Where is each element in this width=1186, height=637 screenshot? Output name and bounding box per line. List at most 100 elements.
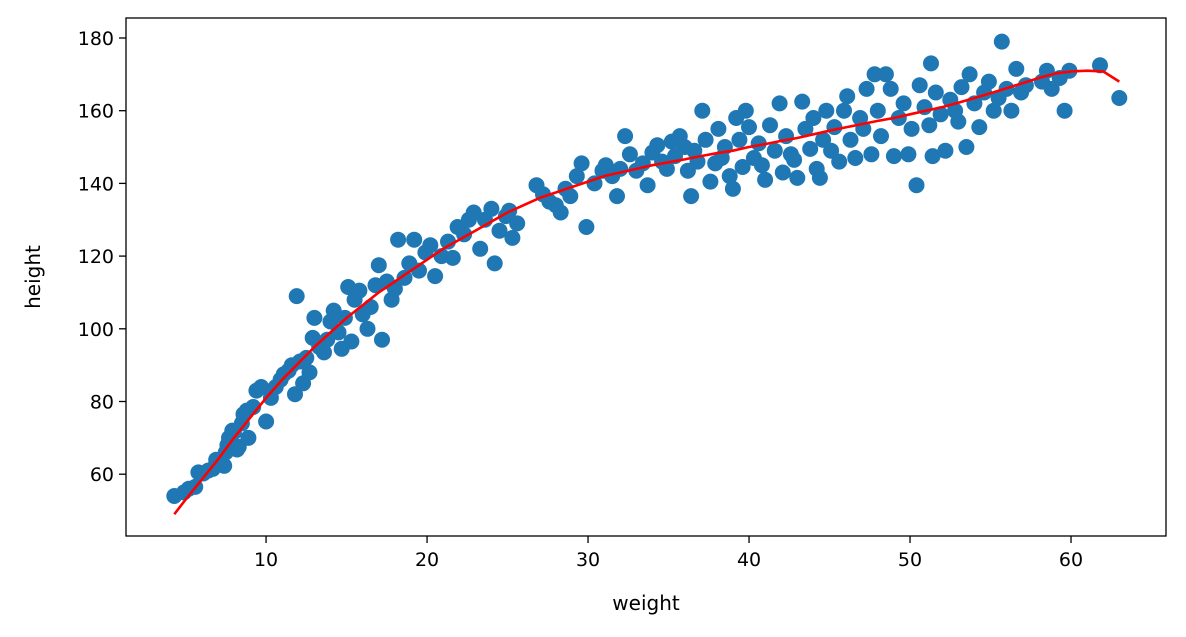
data-point [734,159,751,175]
data-point [617,128,634,145]
data-point [301,364,318,381]
data-point [953,79,970,96]
data-point [985,102,1002,119]
data-point [842,131,859,148]
data-point [911,77,928,94]
data-point [509,215,526,232]
data-point [866,66,883,83]
data-point [961,66,978,83]
data-point [406,231,423,248]
y-axis: 60 80 100 120 140 160 180 [78,28,126,486]
y-axis-label: height [21,245,45,309]
data-point [823,142,840,159]
data-point [427,268,444,285]
data-point [351,282,368,299]
data-point [319,331,336,348]
data-point [762,117,778,134]
x-axis-label: weight [612,591,680,615]
data-point [786,151,803,168]
data-point [568,168,585,185]
x-tick-label: 60 [1059,549,1083,571]
data-point [721,168,738,185]
data-point [287,386,303,403]
data-point [818,102,835,119]
data-point [370,257,387,274]
data-point [609,188,625,205]
data-point [491,222,508,239]
data-point [573,155,590,172]
data-point [826,119,843,136]
y-tick-label: 160 [78,101,114,123]
data-point [858,80,875,97]
data-point [869,102,886,119]
data-point [802,140,819,157]
data-point [1111,90,1128,106]
data-point [486,255,503,272]
data-point [873,128,889,145]
data-point [950,113,967,130]
data-point [694,102,711,119]
plot-frame [125,17,1167,537]
data-point [980,73,997,90]
data-point [216,457,233,474]
data-point [805,110,822,126]
data-point [422,237,439,254]
x-axis: 10 20 30 40 50 60 [254,536,1083,571]
data-point [472,240,489,257]
data-point [908,177,925,194]
data-point [789,169,806,186]
data-point [900,146,917,163]
data-point [1056,102,1073,119]
data-point [831,153,848,170]
data-point [757,171,774,188]
data-point [895,95,912,112]
data-point [923,55,939,72]
data-point [1092,57,1108,74]
data-point [552,204,569,221]
data-point [847,150,864,166]
data-point [885,148,902,165]
data-point [932,106,949,123]
data-point [697,131,714,148]
data-point [927,84,944,101]
data-point [258,413,275,430]
data-point [731,131,748,148]
data-point [621,146,638,163]
data-point [240,429,257,446]
data-point [298,349,315,366]
data-point [374,331,390,348]
data-point [396,269,413,286]
data-point [578,219,595,235]
fit-line-series [173,69,1120,515]
data-point [863,146,880,163]
data-point [288,288,305,305]
data-point [724,180,741,197]
data-point [877,66,894,83]
data-point [771,95,788,112]
y-tick-label: 120 [78,246,114,268]
data-point [483,200,500,217]
data-point [924,148,941,165]
data-point [753,157,770,174]
data-point [971,119,988,136]
data-point [993,33,1010,50]
data-point [766,142,783,159]
data-point [504,229,521,246]
data-point [639,177,656,194]
data-point [958,139,975,155]
data-point [741,119,757,136]
data-point [811,169,828,186]
y-tick-label: 100 [78,319,114,341]
data-point [937,142,954,159]
data-point [921,117,938,134]
y-tick-label: 140 [78,173,114,195]
data-point [1008,60,1025,77]
data-point [359,320,376,337]
data-point [683,188,700,205]
data-point [702,173,719,190]
x-tick-label: 50 [898,549,922,571]
y-tick-label: 180 [78,28,114,50]
data-point [750,135,767,152]
data-point [882,80,899,97]
data-point [649,137,666,154]
